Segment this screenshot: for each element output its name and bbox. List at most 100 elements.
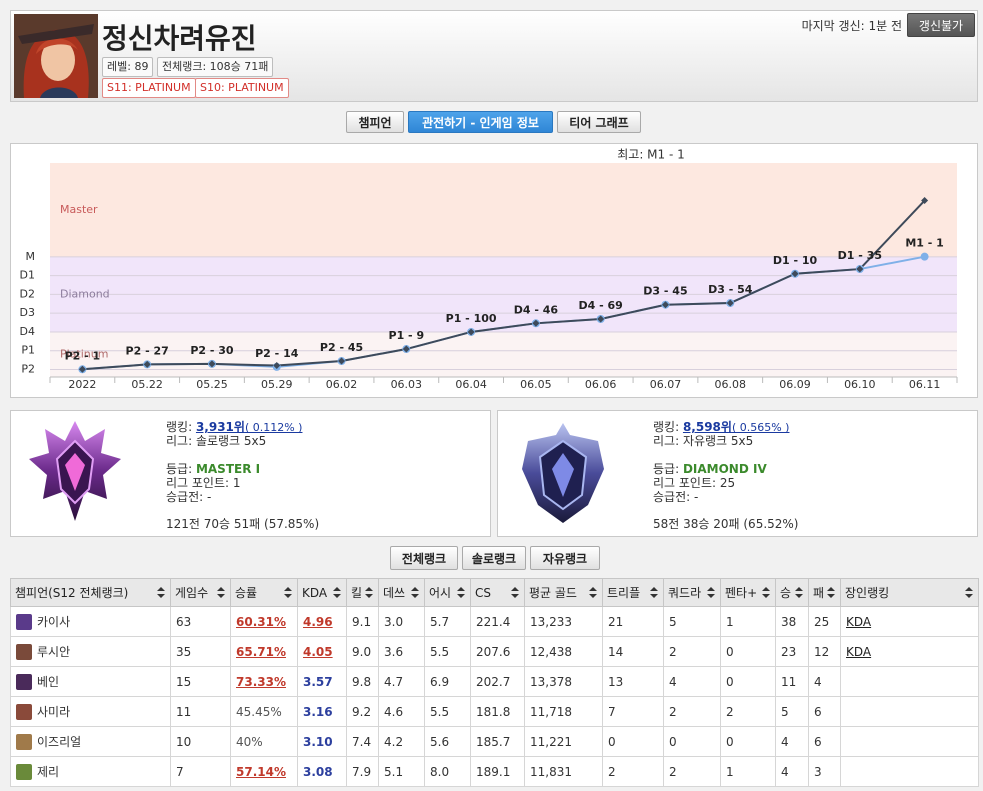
point xyxy=(856,265,864,273)
rank-tab[interactable]: 자유랭크 xyxy=(530,546,600,570)
table-cell: 8.0 xyxy=(424,756,471,787)
sort-icon[interactable] xyxy=(707,587,715,598)
tab[interactable]: 티어 그래프 xyxy=(557,111,641,133)
record: 58전 38승 20패 (65.52%) xyxy=(653,517,799,531)
table-cell: KDA xyxy=(840,606,979,637)
point xyxy=(921,197,929,205)
master-emblem xyxy=(29,421,121,521)
cell-value: 2 xyxy=(608,764,616,779)
mastery-link[interactable]: KDA xyxy=(846,614,872,629)
total-rank-badge: 전체랭크: 108승 71패 xyxy=(157,57,274,77)
column-header[interactable]: 승 xyxy=(775,578,809,607)
column-header[interactable]: KDA xyxy=(297,578,347,607)
profile-header: 정신차려유진 레벨: 89 전체랭크: 108승 71패 S11: PLATIN… xyxy=(10,10,978,102)
sort-icon[interactable] xyxy=(827,587,835,598)
table-cell: 23 xyxy=(775,636,809,667)
mastery-link[interactable]: KDA xyxy=(846,644,872,659)
sort-icon[interactable] xyxy=(333,587,341,598)
point xyxy=(338,357,346,365)
column-header[interactable]: 데쓰 xyxy=(378,578,425,607)
sort-icon[interactable] xyxy=(589,587,597,598)
column-header[interactable]: 킬 xyxy=(346,578,379,607)
column-header[interactable]: 평균 골드 xyxy=(524,578,603,607)
x-tick-label: 06.09 xyxy=(779,378,811,391)
sort-icon[interactable] xyxy=(411,587,419,598)
table-row: 제리 7 57.14% 3.08 7.9 5.1 8.0 189.1 11,831 2 2 1 4 3 xyxy=(10,756,979,787)
ranking-link[interactable]: 3,931위 xyxy=(195,420,245,434)
sort-icon[interactable] xyxy=(157,587,165,598)
column-header[interactable]: 장인랭킹 xyxy=(840,578,979,607)
rank-card: 랭킹: 8,598위( 0.565% ) 리그: 자유랭크 5x5 등급: DIAM… xyxy=(497,410,978,537)
champion-icon xyxy=(16,614,32,631)
table-cell: 4 xyxy=(808,666,841,697)
table-cell: 11,831 xyxy=(524,756,603,787)
league-points: 리그 포인트: 1 xyxy=(166,476,241,490)
table-cell: 2 xyxy=(663,696,721,727)
promotion: 승급전: - xyxy=(653,490,699,504)
cell-value: 7 xyxy=(608,704,616,719)
kda: 3.10 xyxy=(303,734,333,749)
rank-tab[interactable]: 솔로랭크 xyxy=(462,546,526,570)
cell-value: 15 xyxy=(176,674,192,689)
cell-value: 0 xyxy=(726,644,734,659)
x-tick-label: 06.02 xyxy=(326,378,358,391)
table-cell: 185.7 xyxy=(470,726,525,757)
cell-value: 0 xyxy=(726,734,734,749)
y-tick-label: D1 xyxy=(20,269,35,282)
cell-value: 10 xyxy=(176,734,192,749)
point xyxy=(273,362,281,370)
table-cell: 5.7 xyxy=(424,606,471,637)
table-cell: 5 xyxy=(775,696,809,727)
cell-value: 13,233 xyxy=(530,614,572,629)
refresh-button[interactable]: 갱신불가 xyxy=(907,13,975,37)
point-label: D4 - 69 xyxy=(579,299,623,312)
sort-icon[interactable] xyxy=(457,587,465,598)
x-tick-label: 05.29 xyxy=(261,378,293,391)
sort-icon[interactable] xyxy=(762,587,770,598)
sort-icon[interactable] xyxy=(365,587,373,598)
column-header[interactable]: 트리플 xyxy=(602,578,664,607)
table-cell: 221.4 xyxy=(470,606,525,637)
cell-value: 11,718 xyxy=(530,704,572,719)
column-header[interactable]: CS xyxy=(470,578,525,607)
tab[interactable]: 관전하기 - 인게임 정보 xyxy=(408,111,553,133)
column-header[interactable]: 승률 xyxy=(230,578,298,607)
cell-value: 23 xyxy=(781,644,797,659)
table-cell: 7.4 xyxy=(346,726,379,757)
ranking-percent[interactable]: ( 0.565% ) xyxy=(731,421,790,434)
table-row: 이즈리얼 10 40% 3.10 7.4 4.2 5.6 185.7 11,221 0 0 0 4 6 xyxy=(10,726,979,757)
sort-icon[interactable] xyxy=(650,587,658,598)
sort-icon[interactable] xyxy=(511,587,519,598)
tier-label: 등급: xyxy=(166,462,193,476)
tab[interactable]: 챔피언 xyxy=(346,111,404,133)
column-header[interactable]: 챔피언(S12 전체랭크) xyxy=(10,578,171,607)
win-rate: 65.71% xyxy=(236,644,286,659)
column-header[interactable]: 펜타+ xyxy=(720,578,776,607)
ranking-link[interactable]: 8,598위 xyxy=(682,420,732,434)
band-label: Platinum xyxy=(60,347,108,360)
cell-value: 4.6 xyxy=(384,704,404,719)
tier-chart-panel: 최고: M1 - 1 P2 P1 D4 D3 D2 D1 M Master Diamond Pla… xyxy=(10,143,978,398)
point-label: D3 - 45 xyxy=(643,285,687,298)
y-tick-label: P1 xyxy=(21,344,35,357)
tier: DIAMOND IV xyxy=(682,462,767,476)
table-cell: 4 xyxy=(775,726,809,757)
table-cell: 4 xyxy=(663,666,721,697)
champion-icon xyxy=(16,644,32,661)
cell-value: 2 xyxy=(726,704,734,719)
table-cell: 12 xyxy=(808,636,841,667)
column-header[interactable]: 패 xyxy=(808,578,841,607)
table-cell: 0 xyxy=(602,726,664,757)
sort-icon[interactable] xyxy=(217,587,225,598)
column-header[interactable]: 게임수 xyxy=(170,578,231,607)
sort-icon[interactable] xyxy=(965,587,973,598)
sort-icon[interactable] xyxy=(795,587,803,598)
rank-tab[interactable]: 전체랭크 xyxy=(390,546,458,570)
column-header[interactable]: 어시 xyxy=(424,578,471,607)
sort-icon[interactable] xyxy=(284,587,292,598)
column-header[interactable]: 쿼드라 xyxy=(663,578,721,607)
table-cell: 13 xyxy=(602,666,664,697)
ranking-percent[interactable]: ( 0.112% ) xyxy=(244,421,303,434)
table-cell: 3 xyxy=(808,756,841,787)
record: 121전 70승 51패 (57.85%) xyxy=(166,517,320,531)
